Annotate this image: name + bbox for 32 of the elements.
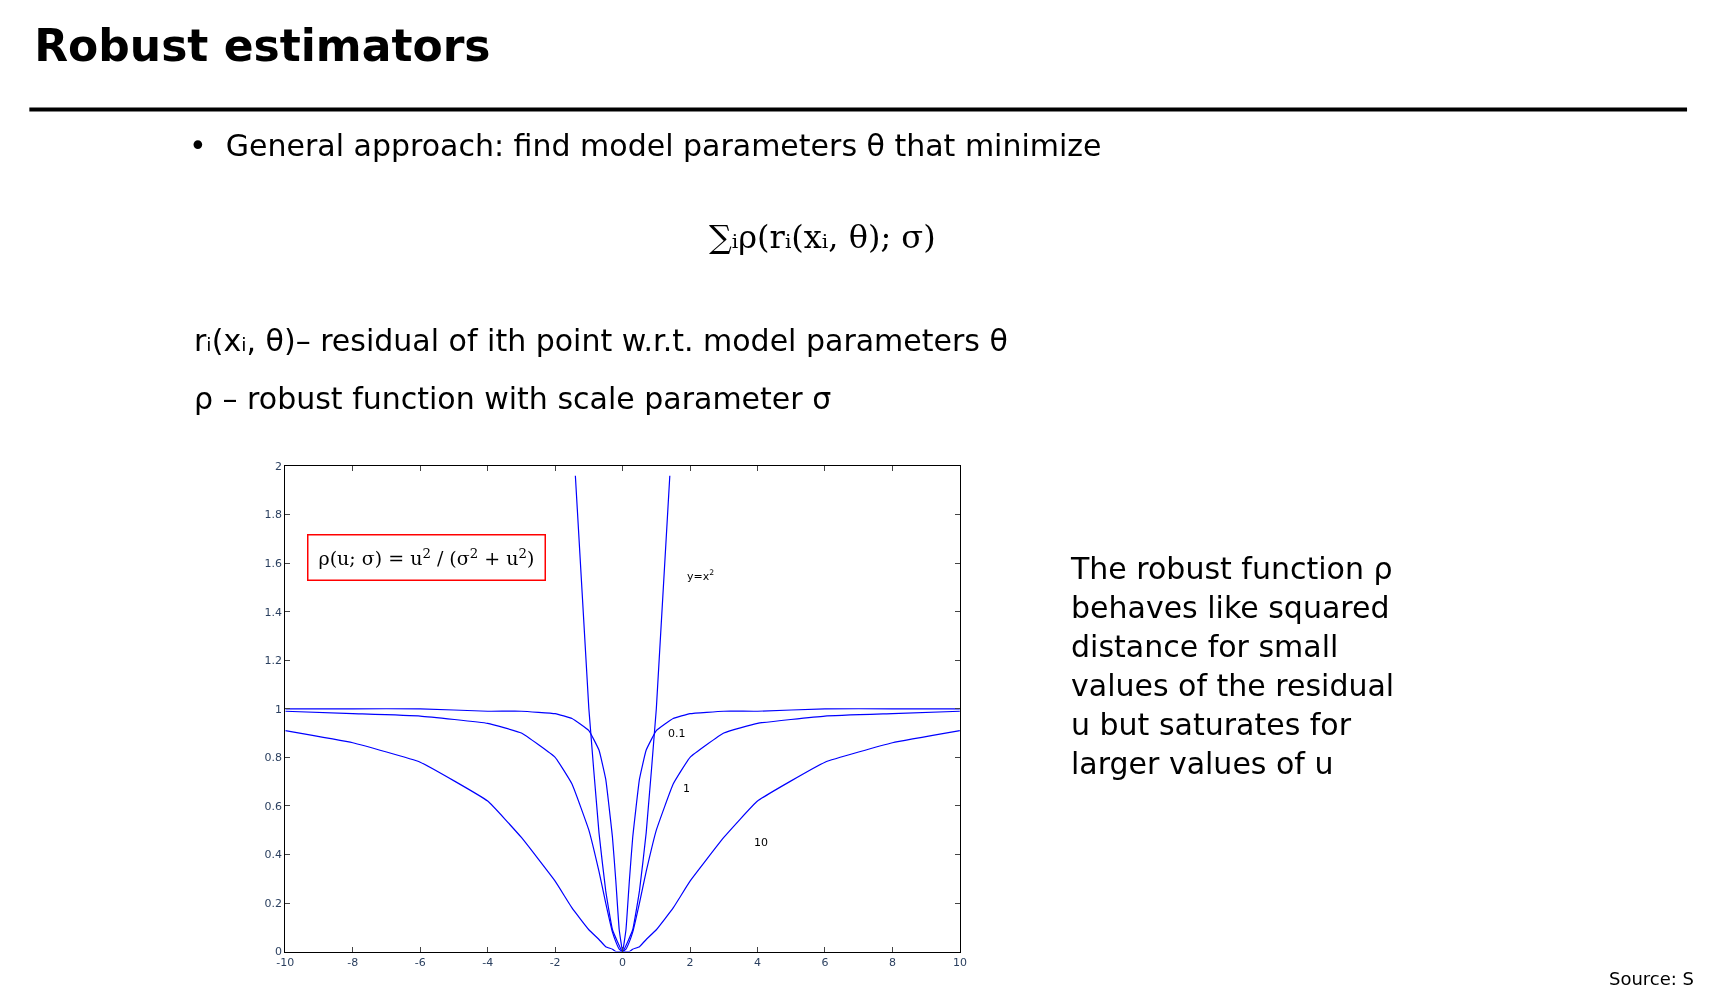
y-tick-label: 0.4: [264, 848, 283, 862]
series-label: 0.1: [668, 727, 686, 740]
y-tick-label: 0.6: [264, 799, 283, 813]
text: y=x$^{2}$: [687, 568, 715, 583]
text: rᵢ(xᵢ, θ)– residual of ith point w.r.t. model parameters θ: [194, 323, 1008, 358]
x-tick-label: 2: [686, 955, 694, 969]
source-note: Source: S: [1609, 968, 1695, 989]
x-tick-label: -6: [414, 955, 426, 969]
text: ρ – robust function with scale parameter σ: [194, 381, 832, 416]
y-tick-label: 0.8: [264, 751, 283, 765]
y-tick-label: 1.6: [264, 556, 283, 570]
text: The robust function ρ behaves like squared distance for small values of the residual u but saturates for larger values of u: [1070, 551, 1395, 781]
text: • General approach: find model parameters θ that minimize: [189, 128, 1102, 163]
x-tick-label: 0: [619, 955, 627, 969]
series-label: 1: [683, 782, 690, 795]
x-tick-label: -2: [549, 955, 561, 969]
y-tick-label: 1: [275, 702, 283, 716]
y-tick-label: 2: [275, 459, 283, 473]
y-tick-label: 1.8: [264, 508, 283, 522]
text: ∑ᵢρ(rᵢ(xᵢ, θ); σ): [709, 218, 936, 256]
x-tick-label: 6: [821, 955, 829, 969]
x-tick-label: 4: [754, 955, 762, 969]
series-label: 10: [754, 836, 768, 849]
chart-title: Robust estimators: [34, 19, 491, 71]
y-tick-label: 1.2: [264, 654, 283, 668]
x-tick-label: -4: [482, 955, 494, 969]
x-tick-label: 8: [888, 955, 896, 969]
x-tick-label: 10: [952, 955, 967, 969]
x-tick-label: -8: [347, 955, 359, 969]
y-tick-label: 1.4: [264, 605, 283, 619]
annotation: ρ(u; σ) = u$^{2}$ / (σ$^{2}$ + u$^{2}$): [318, 545, 535, 570]
y-tick-label: 0.2: [264, 896, 283, 910]
